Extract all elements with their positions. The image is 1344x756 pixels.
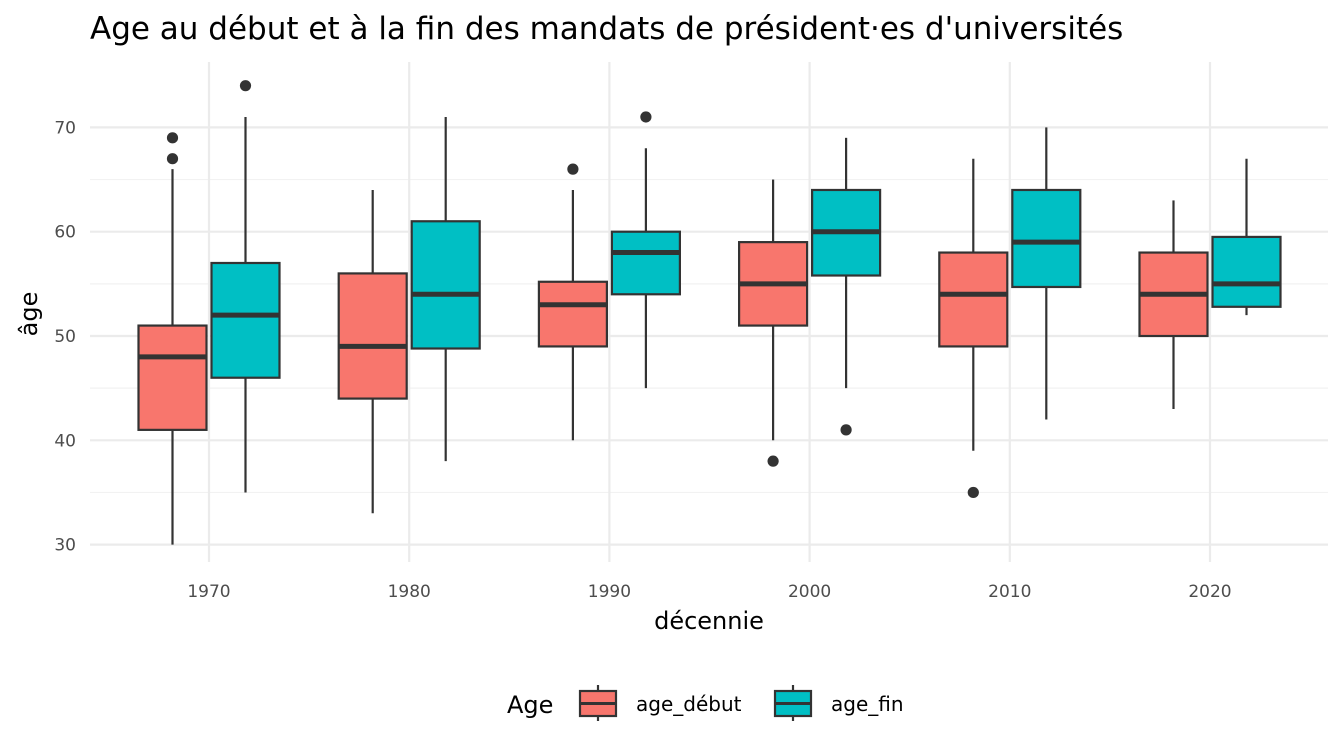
outlier-point	[166, 132, 179, 144]
box-age_début-1980	[337, 189, 408, 514]
legend-key-age_fin	[773, 685, 813, 721]
legend-title: Age	[507, 691, 553, 719]
legend: Age age_début age_fin	[507, 685, 904, 721]
plot-grid	[90, 62, 1328, 562]
y-axis-ticks: 30 40 50 60 70	[54, 118, 76, 555]
y-tick-label: 50	[54, 327, 76, 347]
box-age_début-2010	[938, 158, 1009, 499]
outlier-point	[640, 111, 652, 123]
box-body	[137, 324, 208, 431]
legend-key-age_début	[578, 685, 618, 721]
legend-label: age_fin	[831, 692, 904, 716]
y-axis-title: âge	[15, 292, 43, 337]
outlier-point	[239, 80, 252, 92]
box-body	[337, 272, 408, 400]
box-body	[210, 261, 281, 379]
box-age_début-2000	[737, 179, 809, 467]
box-age_fin-1990	[610, 111, 682, 389]
box-body	[1211, 235, 1282, 308]
legend-label: age_début	[636, 692, 742, 716]
y-tick-label: 30	[54, 536, 76, 556]
outlier-point	[567, 163, 579, 175]
box-body	[410, 220, 481, 350]
box-age_début-1990	[537, 163, 609, 441]
outlier-point	[767, 455, 779, 467]
box-age_fin-1980	[410, 116, 481, 462]
outlier-point	[166, 153, 179, 165]
x-tick-label: 2020	[1188, 582, 1231, 602]
box-age_fin-2020	[1211, 158, 1282, 316]
box-body	[610, 230, 682, 296]
box-age_fin-2000	[810, 137, 882, 436]
y-tick-label: 40	[54, 431, 76, 451]
box-age_fin-2010	[1011, 127, 1082, 420]
box-age_début-2020	[1138, 200, 1209, 410]
x-tick-label: 1980	[388, 582, 431, 602]
x-axis-ticks: 1970 1980 1990 2000 2010 2020	[187, 582, 1231, 602]
x-tick-label: 2010	[988, 582, 1031, 602]
x-tick-label: 2000	[788, 582, 831, 602]
x-tick-label: 1990	[588, 582, 631, 602]
y-tick-label: 60	[54, 223, 76, 243]
x-tick-label: 1970	[187, 582, 230, 602]
outlier-point	[967, 486, 979, 499]
y-tick-label: 70	[54, 118, 76, 138]
box-body	[537, 280, 609, 348]
box-age_fin-1970	[210, 80, 281, 493]
chart-title: Age au début et à la fin des mandats de …	[90, 11, 1123, 47]
box-series	[137, 80, 1282, 545]
box-age_début-1970	[137, 132, 208, 545]
outlier-point	[840, 424, 852, 436]
box-body	[1011, 188, 1082, 289]
box-body	[938, 251, 1009, 348]
x-axis-title: décennie	[654, 607, 764, 635]
